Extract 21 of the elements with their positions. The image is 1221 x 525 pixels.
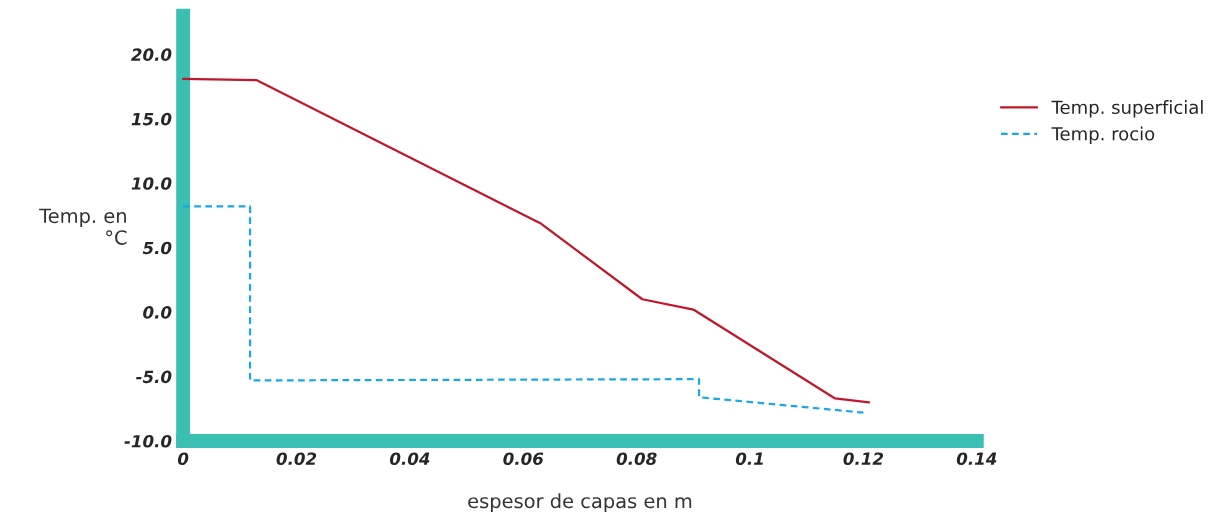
x-tick-label: 0.04 <box>389 452 430 466</box>
y-tick-label: 0.0 <box>143 306 172 319</box>
x-tick-label: 0 <box>177 452 189 466</box>
legend-label: Temp. superficial <box>1051 100 1203 118</box>
x-tick-label: 0.1 <box>735 452 763 466</box>
x-tick-label: 0.14 <box>956 452 997 466</box>
legend-label: Temp. rocio <box>1051 126 1155 145</box>
x-axis-title: espesor de capas en m <box>468 493 692 513</box>
y-tick-label: 20.0 <box>131 48 172 61</box>
y-tick-label: 5.0 <box>142 241 172 255</box>
x-tick-label: 0.12 <box>843 452 884 466</box>
y-tick-label: -10.0 <box>124 434 172 448</box>
y-axis-title: Temp. en °C <box>39 208 127 245</box>
line-series <box>182 77 871 404</box>
x-tick-label: 0.06 <box>503 452 544 466</box>
y-tick-label: -5.0 <box>136 370 172 384</box>
x-tick-label: 0.08 <box>616 452 657 466</box>
x-tick-label: 0.02 <box>276 452 317 466</box>
line-series <box>182 205 865 414</box>
y-tick-label: 15.0 <box>131 112 172 126</box>
y-tick-label: 10.0 <box>131 177 172 190</box>
